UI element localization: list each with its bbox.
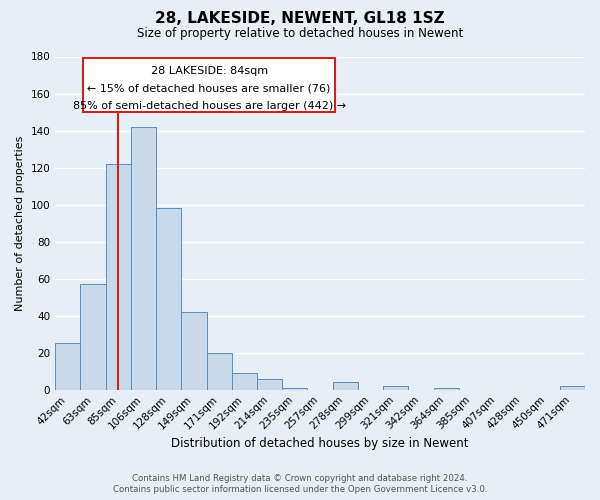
Bar [257,378,282,390]
Text: 28 LAKESIDE: 84sqm: 28 LAKESIDE: 84sqm [151,66,268,76]
Y-axis label: Number of detached properties: Number of detached properties [15,136,25,311]
Text: ← 15% of detached houses are smaller (76): ← 15% of detached houses are smaller (76… [88,84,331,94]
Text: 85% of semi-detached houses are larger (442) →: 85% of semi-detached houses are larger (… [73,101,346,111]
Bar [434,388,459,390]
Text: Contains HM Land Registry data © Crown copyright and database right 2024.
Contai: Contains HM Land Registry data © Crown c… [113,474,487,494]
Bar [383,386,409,390]
Bar [332,382,358,390]
Bar [181,312,206,390]
Bar [80,284,106,390]
FancyBboxPatch shape [83,58,335,112]
Bar [232,373,257,390]
Bar [282,388,307,390]
Text: Size of property relative to detached houses in Newent: Size of property relative to detached ho… [137,28,463,40]
Bar [156,208,181,390]
X-axis label: Distribution of detached houses by size in Newent: Distribution of detached houses by size … [172,437,469,450]
Text: 28, LAKESIDE, NEWENT, GL18 1SZ: 28, LAKESIDE, NEWENT, GL18 1SZ [155,11,445,26]
Bar [131,127,156,390]
Bar [206,352,232,390]
Bar [55,344,80,390]
Bar [106,164,131,390]
Bar [560,386,585,390]
